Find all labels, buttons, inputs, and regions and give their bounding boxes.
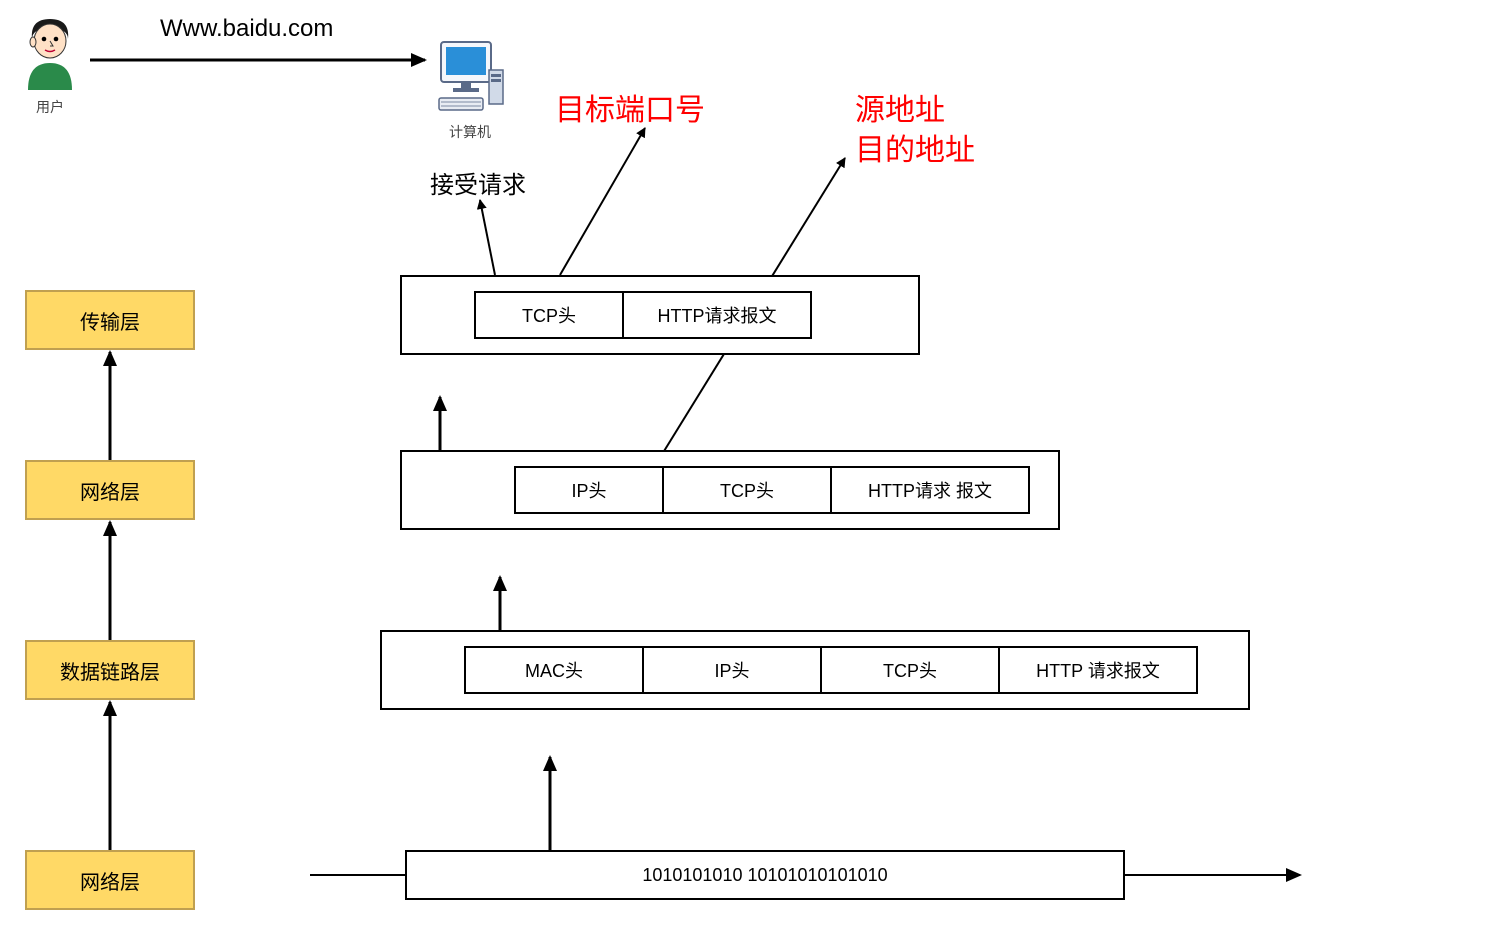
packet-cell: HTTP请求报文 [622,291,812,339]
packet-cell: TCP头 [820,646,1000,694]
cell-label: IP头 [571,477,606,503]
binary-text: 1010101010 10101010101010 [642,865,887,886]
packet-cell: TCP头 [474,291,624,339]
source-addr-label: 源地址 [855,85,945,129]
accept-request-label: 接受请求 [430,165,526,200]
cell-label: HTTP 请求报文 [1036,657,1160,683]
layer-network: 网络层 [25,460,195,520]
user-icon: 用户 [15,15,85,117]
layer-label: 传输层 [80,306,140,335]
dest-addr-label: 目的地址 [855,125,975,169]
packet-cell: HTTP请求 报文 [830,466,1030,514]
packet-network: IP头 TCP头 HTTP请求 报文 [400,450,1060,530]
cell-label: HTTP请求报文 [658,302,777,328]
port-arrow [560,128,645,275]
packet-cell: TCP头 [662,466,832,514]
url-label: Www.baidu.com [160,15,333,43]
packet-datalink: MAC头 IP头 TCP头 HTTP 请求报文 [380,630,1250,710]
user-caption: 用户 [15,97,85,117]
packet-cell: MAC头 [464,646,644,694]
packet-transport: TCP头 HTTP请求报文 [400,275,920,355]
cell-label: MAC头 [525,657,583,683]
cell-label: IP头 [714,657,749,683]
layer-label: 数据链路层 [60,656,160,685]
layer-physical: 网络层 [25,850,195,910]
layer-label: 网络层 [80,476,140,505]
cell-label: TCP头 [883,657,937,683]
cell-label: TCP头 [720,477,774,503]
layer-datalink: 数据链路层 [25,640,195,700]
packet-cell: HTTP 请求报文 [998,646,1198,694]
layer-transport: 传输层 [25,290,195,350]
binary-box: 1010101010 10101010101010 [405,850,1125,900]
computer-caption: 计算机 [430,122,510,142]
accept-arrow [480,200,495,275]
cell-label: HTTP请求 报文 [868,477,992,503]
target-port-label: 目标端口号 [555,85,705,129]
layer-label: 网络层 [80,866,140,895]
packet-cell: IP头 [642,646,822,694]
cell-label: TCP头 [522,302,576,328]
packet-cell: IP头 [514,466,664,514]
computer-icon: 计算机 [430,40,510,142]
